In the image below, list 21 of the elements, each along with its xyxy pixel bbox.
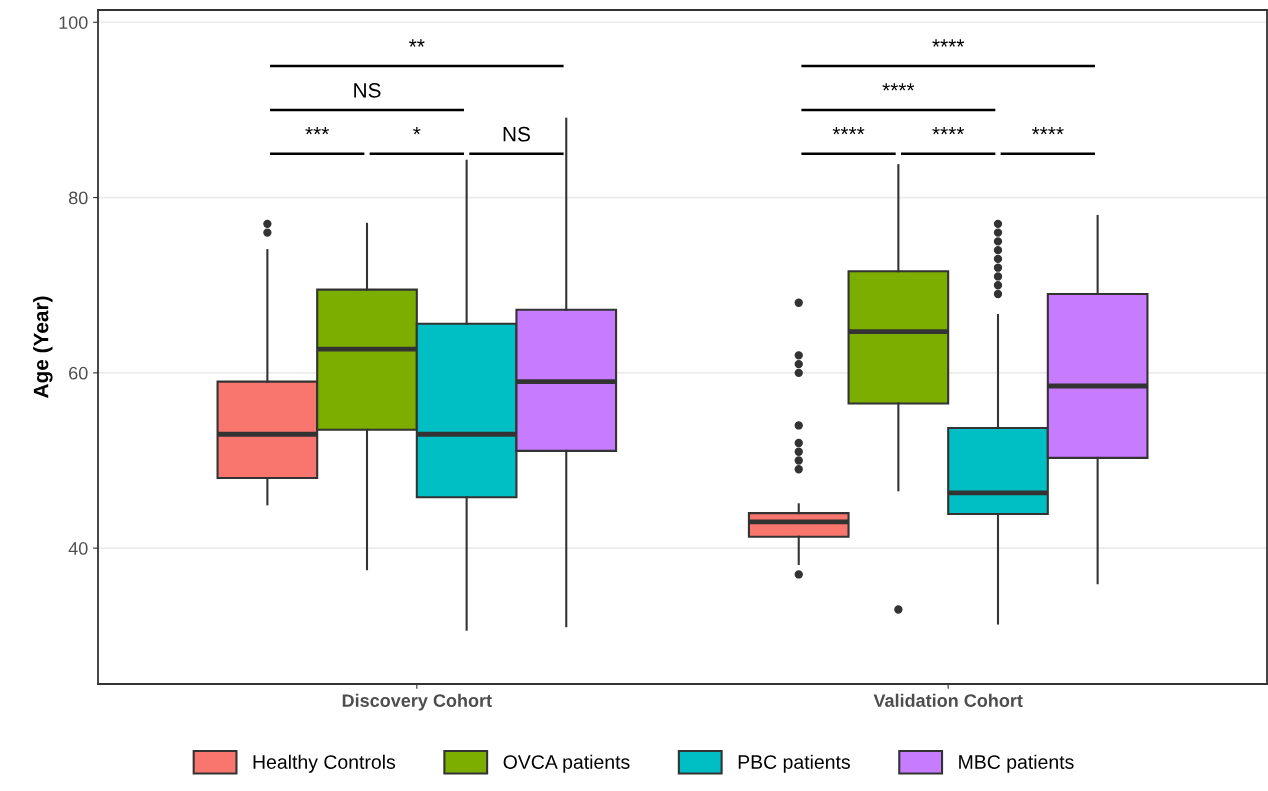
legend-label: PBC patients [738, 754, 850, 773]
legend-label: MBC patients [959, 754, 1074, 773]
legend-label: OVCA patients [503, 754, 630, 773]
annotation: * [413, 127, 421, 135]
annotation: NS [354, 82, 381, 98]
y-tick-label: 60 [69, 366, 88, 380]
x-tick-label: Discovery Cohort [342, 693, 492, 711]
y-tick-label: 40 [68, 542, 88, 555]
annotation: ** [409, 39, 425, 47]
x-tick-label: Validation Cohort [873, 693, 1023, 707]
annotation: **** [832, 127, 865, 135]
annotation: **** [882, 83, 915, 91]
y-axis-title: Age (Year) [33, 296, 53, 399]
annotation: **** [932, 127, 965, 135]
y-tick-label: 100 [59, 16, 88, 29]
annotation: **** [1031, 127, 1064, 135]
legend-label: Healthy Controls [253, 754, 396, 773]
annotation: **** [932, 39, 965, 47]
annotation: *** [305, 127, 330, 135]
y-tick-label: 80 [68, 191, 88, 205]
annotation: NS [503, 126, 530, 142]
